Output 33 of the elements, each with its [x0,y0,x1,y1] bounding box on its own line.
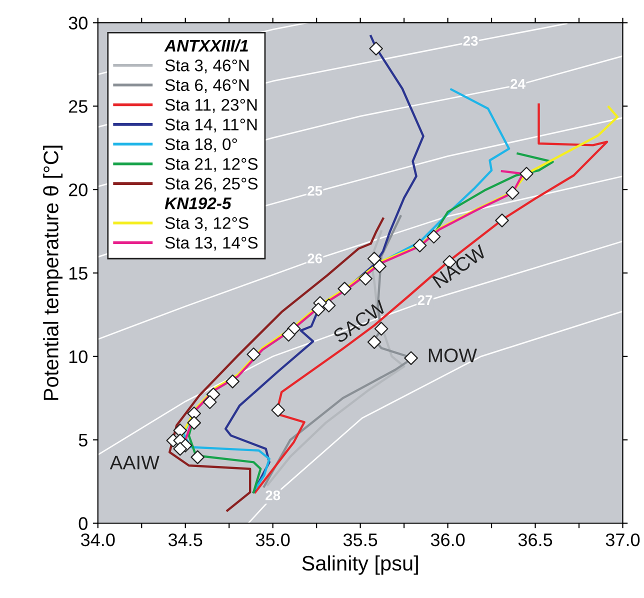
legend-label: Sta 21, 12°S [165,158,258,172]
x-tick-label: 37.0 [606,533,640,546]
legend-label: Sta 26, 25°S [165,178,258,192]
annotation: AAIW [110,456,160,470]
x-tick-label: 35.5 [343,533,378,546]
annotation: 27 [418,295,432,305]
y-axis-title: Potential temperature θ [°C] [43,146,63,400]
annotation: 28 [266,490,280,500]
y-tick-label: 10 [69,350,88,364]
x-axis-title: Salinity [psu] [302,555,418,575]
y-tick-label: 30 [68,16,88,30]
y-tick-label: 20 [68,184,88,196]
legend-label: Sta 13, 14°S [165,236,258,251]
legend-label: Sta 6, 46°N [165,79,249,94]
legend-label: Sta 18, 0° [165,138,237,152]
legend-label: Sta 14, 11°N [165,118,257,132]
legend-label: Sta 11, 23°N [165,98,257,113]
y-tick-label: 0 [78,517,88,530]
y-tick-label: 25 [68,100,88,113]
annotation: KN192-5 [164,197,232,210]
x-tick-label: 36.0 [430,533,465,546]
annotation: 26 [308,254,322,264]
x-tick-label: 36.5 [518,533,552,546]
legend-label: Sta 3, 12°S [165,217,248,231]
y-tick-label: 15 [69,267,88,280]
x-tick-label: 35.0 [256,533,290,546]
x-tick-label: 34.0 [81,533,115,546]
annotation: 24 [510,79,526,89]
annotation: MOW [428,348,477,362]
y-tick-label: 5 [78,434,88,447]
x-tick-label: 34.5 [168,533,202,546]
annotation: 25 [308,186,322,196]
annotation: 23 [463,36,478,46]
